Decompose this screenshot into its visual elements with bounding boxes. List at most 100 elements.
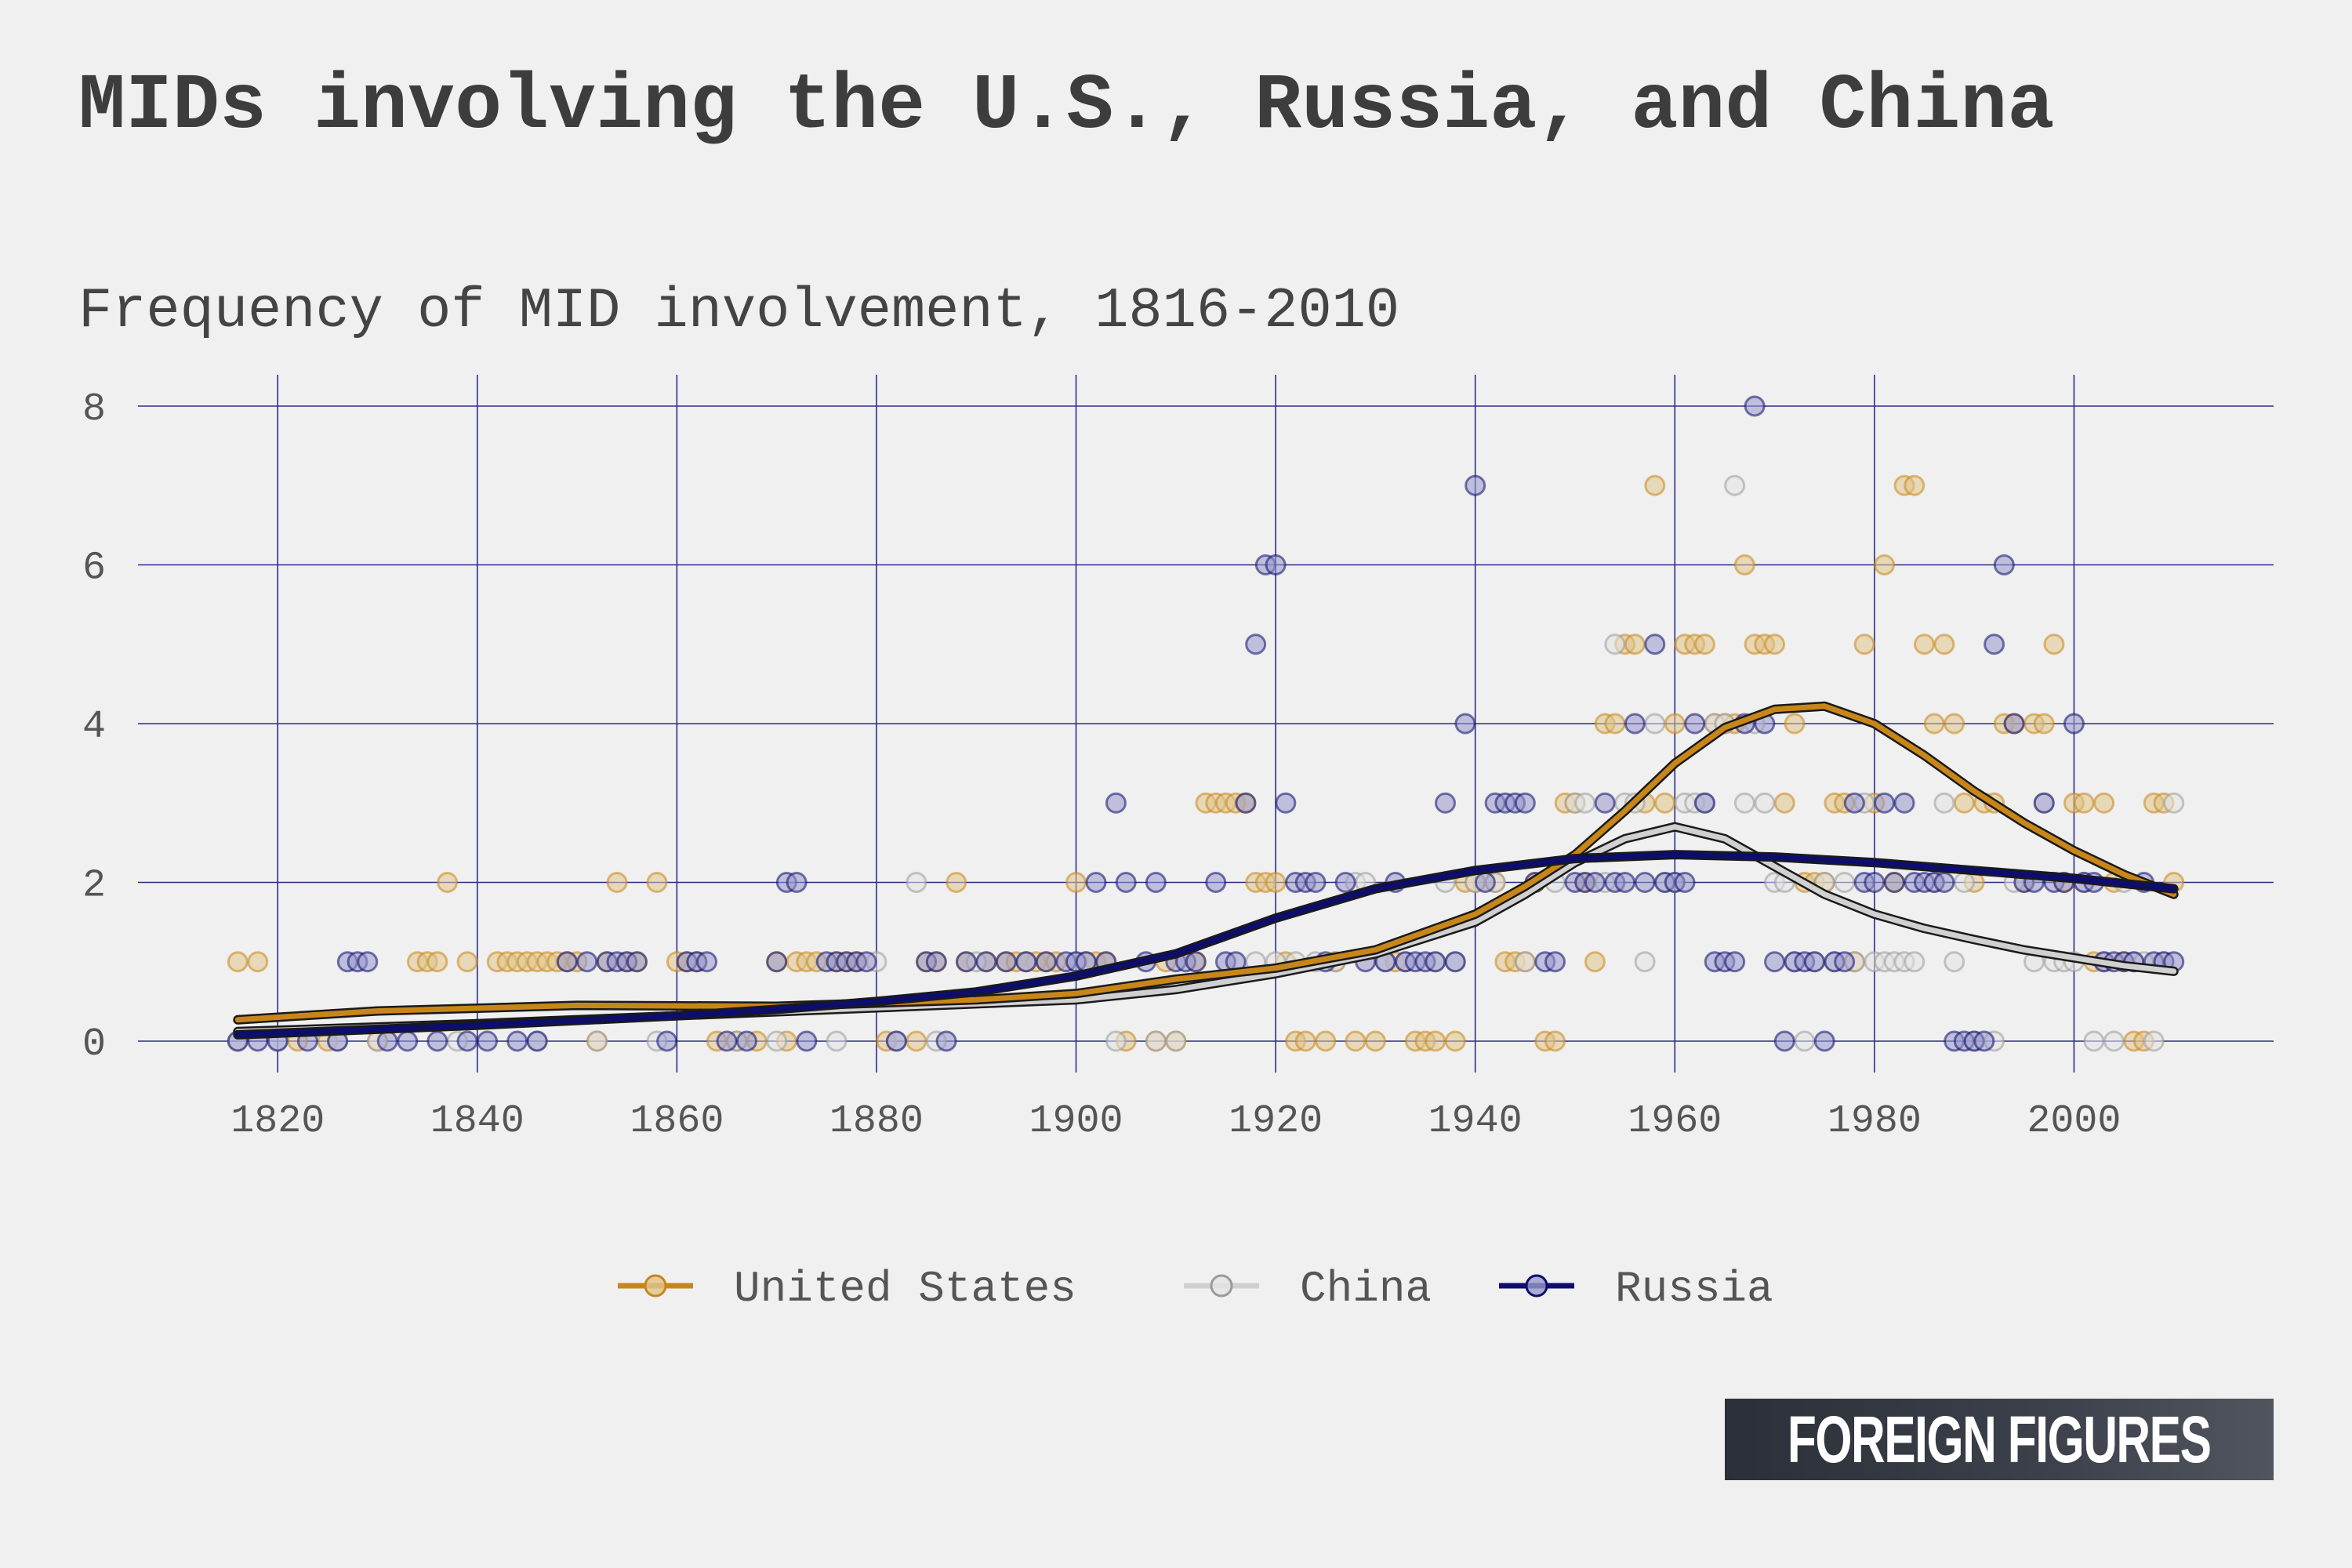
y-tick-label-2: 2 [82, 864, 106, 909]
point-china-1969 [1754, 792, 1776, 814]
point-united-states-1954 [1604, 713, 1626, 735]
point-united-states-1963 [1693, 633, 1715, 655]
point-russia-1889 [956, 951, 978, 973]
point-russia-1978 [1843, 792, 1865, 814]
point-russia-1970 [1764, 951, 1786, 973]
point-china-1945 [1514, 951, 1536, 973]
legend-label-russia: Russia [1615, 1264, 1773, 1314]
point-russia-1891 [975, 951, 997, 973]
point-russia-1992 [1984, 633, 2005, 655]
chart-title: MIDs involving the U.S., Russia, and Chi… [78, 63, 2055, 151]
point-china-1884 [906, 872, 927, 893]
point-united-states-2001 [2073, 792, 2095, 814]
x-tick-label-1820: 1820 [230, 1099, 325, 1144]
point-united-states-1930 [1364, 1030, 1386, 1052]
point-china-1987 [1933, 792, 1955, 814]
point-russia-1849 [556, 951, 578, 973]
legend-marker-china [1210, 1274, 1233, 1298]
legend: United States China Russia [618, 1264, 1773, 1314]
point-russia-1948 [1544, 951, 1566, 973]
point-russia-1908 [1145, 872, 1167, 893]
point-united-states-1816 [227, 951, 249, 973]
point-russia-1865 [716, 1030, 738, 1052]
point-russia-1982 [1883, 872, 1905, 893]
point-russia-1953 [1594, 792, 1616, 814]
point-united-states-1936 [1425, 1030, 1446, 1052]
point-united-states-1959 [1654, 792, 1676, 814]
point-united-states-1997 [2033, 713, 2055, 735]
point-russia-1994 [2003, 713, 2025, 735]
point-russia-1952 [1584, 872, 1606, 893]
point-united-states-1920 [1265, 872, 1287, 893]
point-united-states-1967 [1733, 554, 1755, 575]
point-united-states-1979 [1853, 633, 1875, 655]
point-russia-1968 [1744, 395, 1766, 417]
point-united-states-2003 [2093, 792, 2115, 814]
point-russia-1980 [1864, 872, 1886, 893]
point-russia-1920 [1265, 554, 1287, 575]
point-russia-1991 [1973, 1030, 1995, 1052]
point-china-1988 [1944, 951, 1965, 973]
point-united-states-1948 [1544, 1030, 1566, 1052]
point-russia-1941 [1474, 872, 1496, 893]
point-united-states-1839 [456, 951, 478, 973]
point-russia-1936 [1425, 951, 1446, 973]
x-tick-label-1920: 1920 [1229, 1099, 1323, 1144]
point-united-states-1998 [2043, 633, 2065, 655]
x-tick-label-1980: 1980 [1828, 1099, 1922, 1144]
point-russia-1956 [1624, 713, 1646, 735]
x-axis-ticks: 1820 1840 1860 1880 1900 1920 1940 1960 1980 2000 [230, 1099, 2121, 1144]
point-united-states-1981 [1874, 554, 1896, 575]
point-united-states-1925 [1315, 1030, 1337, 1052]
point-china-1870 [766, 1030, 788, 1052]
x-tick-label-2000: 2000 [2027, 1099, 2121, 1144]
point-united-states-1984 [1904, 474, 1926, 496]
point-united-states-1972 [1784, 713, 1806, 735]
point-russia-1962 [1684, 713, 1706, 735]
x-tick-label-1840: 1840 [430, 1099, 524, 1144]
point-united-states-1836 [426, 951, 448, 973]
trend-line-china [234, 824, 2177, 1035]
point-united-states-1923 [1294, 1030, 1316, 1052]
point-united-states-1837 [437, 872, 459, 893]
point-russia-1924 [1305, 872, 1327, 893]
x-tick-label-1880: 1880 [829, 1099, 924, 1144]
point-united-states-1956 [1624, 633, 1646, 655]
point-russia-1844 [506, 1030, 528, 1052]
point-united-states-1971 [1773, 792, 1795, 814]
y-tick-label-4: 4 [82, 705, 106, 750]
point-china-1910 [1165, 1030, 1187, 1052]
data-points [227, 395, 2185, 1052]
point-russia-1939 [1454, 713, 1476, 735]
point-russia-1983 [1893, 792, 1915, 814]
point-russia-1870 [766, 951, 788, 973]
chart-subtitle: Frequency of MID involvement, 1816-2010 [78, 279, 1400, 343]
point-russia-1914 [1205, 872, 1227, 893]
point-united-states-1958 [1644, 474, 1666, 496]
point-china-2008 [2143, 1030, 2165, 1052]
point-china-1967 [1733, 792, 1755, 814]
point-china-1954 [1604, 633, 1626, 655]
point-united-states-1986 [1923, 713, 1945, 735]
point-russia-1977 [1834, 951, 1856, 973]
point-russia-1863 [696, 951, 718, 973]
legend-label-china: China [1300, 1264, 1432, 1314]
y-tick-label-8: 8 [82, 387, 106, 432]
point-russia-1958 [1644, 633, 1666, 655]
point-russia-1836 [426, 1030, 448, 1052]
point-russia-1975 [1813, 1030, 1835, 1052]
point-russia-1859 [656, 1030, 678, 1052]
point-china-1951 [1574, 792, 1596, 814]
point-russia-1912 [1185, 951, 1207, 973]
point-united-states-1928 [1345, 1030, 1367, 1052]
point-china-1973 [1794, 1030, 1816, 1052]
point-russia-1918 [1245, 633, 1267, 655]
point-united-states-1985 [1913, 633, 1935, 655]
trend-outline-china [233, 822, 2179, 1036]
trend-lines [233, 701, 2179, 1040]
logo-text: FOREIGN FIGURES [1788, 1402, 2212, 1476]
point-united-states-1888 [946, 872, 967, 893]
point-russia-1945 [1514, 792, 1536, 814]
point-russia-1886 [925, 951, 947, 973]
point-russia-1974 [1803, 951, 1825, 973]
